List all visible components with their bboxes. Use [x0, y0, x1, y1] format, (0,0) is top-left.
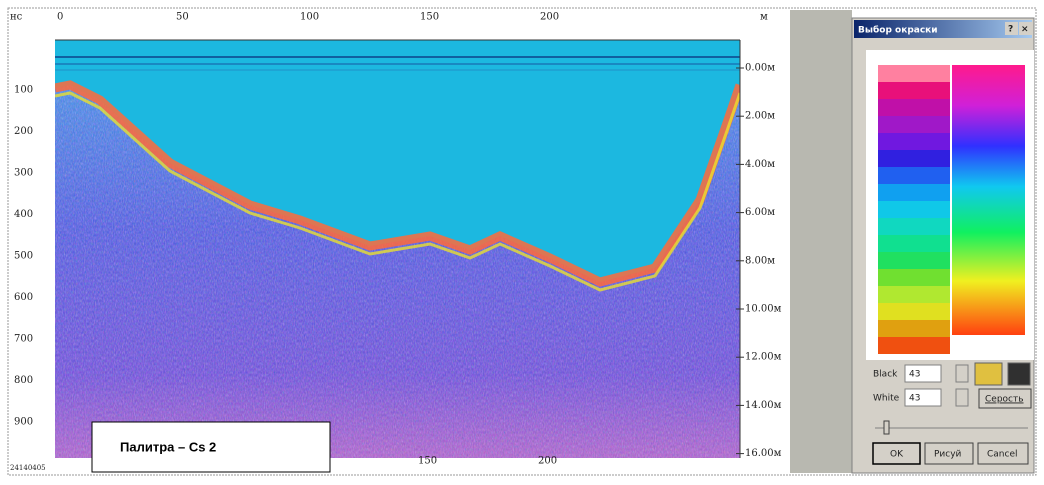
axis-unit: нс: [10, 12, 23, 23]
dialog-titlebar: [854, 20, 1032, 38]
bottom-reflection-2: [55, 91, 740, 292]
radargram-image: [55, 40, 740, 458]
white-input[interactable]: [904, 388, 942, 407]
right-tick-label: 4.00м: [745, 159, 775, 170]
white-value[interactable]: 43: [909, 394, 920, 404]
palette-step: [878, 286, 950, 303]
help-text[interactable]: ?: [1008, 25, 1013, 35]
water-region: [55, 40, 740, 282]
palette-step: [878, 150, 950, 167]
black-value[interactable]: 43: [909, 370, 920, 380]
left-tick-label: 900: [14, 417, 33, 428]
left-axis: 100 200 300 400 500 600 700 800 900: [14, 85, 33, 428]
open-button[interactable]: [974, 362, 1003, 386]
axis-unit: м: [760, 12, 768, 23]
left-tick-label: 300: [14, 168, 33, 179]
help-button[interactable]: [1005, 22, 1018, 35]
file-id: 24140405: [10, 464, 46, 472]
palette-step: [878, 218, 950, 235]
palette-step: [878, 201, 950, 218]
ok-button-text[interactable]: OK: [890, 450, 904, 460]
palette-step: [878, 99, 950, 116]
top-tick-label: 0: [57, 12, 63, 23]
dialog-title: Выбор окраски: [858, 25, 938, 36]
palette-step: [878, 133, 950, 150]
left-tick-label: 600: [14, 292, 33, 303]
gray-button-text[interactable]: Серость: [985, 395, 1024, 405]
left-tick-label: 700: [14, 334, 33, 345]
palette-step: [878, 184, 950, 201]
caption: Палитра – Cs 2: [120, 439, 216, 454]
palette-step: [878, 65, 950, 82]
draw-button-text[interactable]: Рисуй: [934, 450, 962, 460]
palette-step: [878, 269, 950, 286]
palette-step: [878, 235, 950, 252]
top-tick-label: 50: [176, 12, 189, 23]
palette-gradient: [952, 65, 1025, 335]
right-tick-label: 12.00м: [745, 352, 782, 363]
close-button[interactable]: [1019, 22, 1032, 35]
bottom-reflection: [55, 80, 740, 287]
left-tick-label: 500: [14, 251, 33, 262]
black-spinner[interactable]: [955, 364, 969, 383]
top-tick-label: 100: [300, 12, 319, 23]
cancel-button[interactable]: [977, 442, 1029, 465]
ok-button[interactable]: [872, 442, 921, 465]
right-tick-label: 6.00м: [745, 207, 775, 218]
left-tick-label: 200: [14, 126, 33, 137]
black-label: Black: [873, 370, 898, 380]
palette-step: [878, 82, 950, 99]
palette-step: [878, 320, 950, 337]
right-tick-label: 16.00м: [745, 448, 782, 459]
bottom-tick-label: 150: [418, 456, 437, 467]
gray-button[interactable]: [978, 388, 1032, 409]
white-spinner[interactable]: [955, 388, 969, 407]
right-tick-label: 2.00м: [745, 111, 775, 122]
draw-button[interactable]: [924, 442, 974, 465]
cancel-button-text[interactable]: Cancel: [987, 450, 1018, 460]
slider-thumb[interactable]: [883, 420, 890, 435]
gap-panel: [790, 10, 852, 473]
top-tick-label: 150: [420, 12, 439, 23]
save-button[interactable]: [1007, 362, 1031, 386]
white-label: White: [873, 394, 900, 404]
palette-step: [878, 303, 950, 320]
right-tick-label: 10.00м: [745, 304, 782, 315]
caption-box: [91, 421, 331, 473]
left-tick-label: 100: [14, 85, 33, 96]
palette-step: [878, 167, 950, 184]
black-input[interactable]: [904, 364, 942, 383]
left-tick-label: 400: [14, 209, 33, 220]
palette-step: [878, 252, 950, 269]
palette-steps: [878, 65, 950, 354]
close-text[interactable]: ×: [1021, 25, 1029, 35]
right-tick-label: 8.00м: [745, 255, 775, 266]
left-tick-label: 800: [14, 375, 33, 386]
right-tick-label: 0.00м: [745, 63, 775, 74]
top-tick-label: 200: [540, 12, 559, 23]
right-axis: 0.00м 2.00м 4.00м 6.00м 8.00м 10.00м 12.00м 14.…: [736, 63, 782, 459]
right-tick-label: 14.00м: [745, 400, 782, 411]
bottom-tick-label: 200: [538, 456, 557, 467]
palette-step: [878, 116, 950, 133]
palette-step: [878, 337, 950, 354]
